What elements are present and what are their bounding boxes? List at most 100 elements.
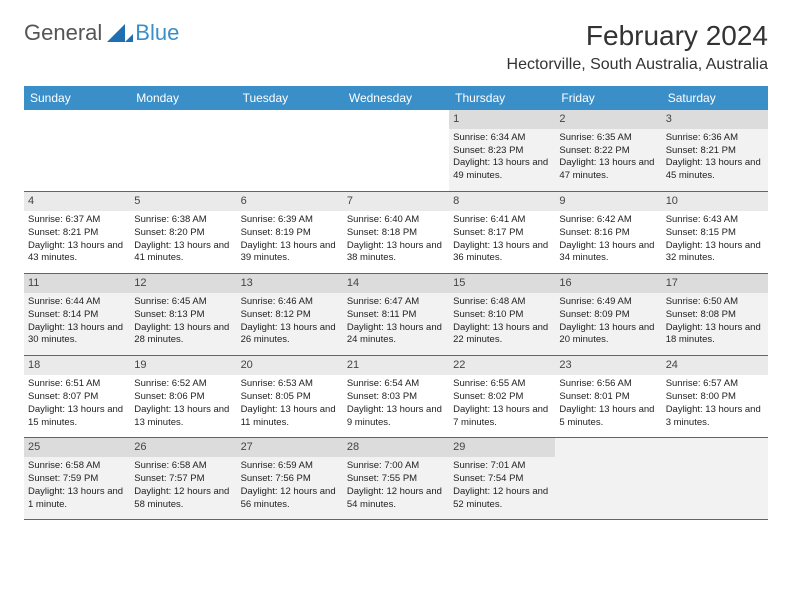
day-number: 3 xyxy=(662,110,768,129)
sunset-line: Sunset: 8:12 PM xyxy=(241,309,339,322)
day-number: 6 xyxy=(237,192,343,211)
daylight-line: Daylight: 13 hours and 24 minutes. xyxy=(347,322,445,348)
sunrise-line: Sunrise: 6:58 AM xyxy=(28,460,126,473)
week-row: 25Sunrise: 6:58 AMSunset: 7:59 PMDayligh… xyxy=(24,438,768,520)
day-cell: 23Sunrise: 6:56 AMSunset: 8:01 PMDayligh… xyxy=(555,356,661,438)
sunset-line: Sunset: 8:07 PM xyxy=(28,391,126,404)
daylight-line: Daylight: 12 hours and 52 minutes. xyxy=(453,486,551,512)
sunset-line: Sunset: 8:00 PM xyxy=(666,391,764,404)
sunset-line: Sunset: 8:10 PM xyxy=(453,309,551,322)
sunrise-line: Sunrise: 6:41 AM xyxy=(453,214,551,227)
daylight-line: Daylight: 13 hours and 49 minutes. xyxy=(453,157,551,183)
day-cell xyxy=(130,110,236,192)
sunrise-line: Sunrise: 6:57 AM xyxy=(666,378,764,391)
day-number: 20 xyxy=(237,356,343,375)
sunrise-line: Sunrise: 6:39 AM xyxy=(241,214,339,227)
logo-text-1: General xyxy=(24,20,102,46)
day-cell: 11Sunrise: 6:44 AMSunset: 8:14 PMDayligh… xyxy=(24,274,130,356)
day-cell: 28Sunrise: 7:00 AMSunset: 7:55 PMDayligh… xyxy=(343,438,449,520)
daylight-line: Daylight: 13 hours and 18 minutes. xyxy=(666,322,764,348)
day-number: 10 xyxy=(662,192,768,211)
col-friday: Friday xyxy=(555,86,661,110)
col-sunday: Sunday xyxy=(24,86,130,110)
day-cell: 17Sunrise: 6:50 AMSunset: 8:08 PMDayligh… xyxy=(662,274,768,356)
sunrise-line: Sunrise: 6:48 AM xyxy=(453,296,551,309)
day-number: 19 xyxy=(130,356,236,375)
sunset-line: Sunset: 8:09 PM xyxy=(559,309,657,322)
daylight-line: Daylight: 13 hours and 9 minutes. xyxy=(347,404,445,430)
week-row: 11Sunrise: 6:44 AMSunset: 8:14 PMDayligh… xyxy=(24,274,768,356)
day-cell xyxy=(662,438,768,520)
sunrise-line: Sunrise: 6:51 AM xyxy=(28,378,126,391)
sunset-line: Sunset: 8:03 PM xyxy=(347,391,445,404)
daylight-line: Daylight: 13 hours and 13 minutes. xyxy=(134,404,232,430)
day-cell: 25Sunrise: 6:58 AMSunset: 7:59 PMDayligh… xyxy=(24,438,130,520)
week-row: 4Sunrise: 6:37 AMSunset: 8:21 PMDaylight… xyxy=(24,192,768,274)
day-number: 25 xyxy=(24,438,130,457)
day-cell: 26Sunrise: 6:58 AMSunset: 7:57 PMDayligh… xyxy=(130,438,236,520)
daylight-line: Daylight: 13 hours and 41 minutes. xyxy=(134,240,232,266)
day-number: 7 xyxy=(343,192,449,211)
sunset-line: Sunset: 8:05 PM xyxy=(241,391,339,404)
day-number: 29 xyxy=(449,438,555,457)
sunrise-line: Sunrise: 6:55 AM xyxy=(453,378,551,391)
sunset-line: Sunset: 8:13 PM xyxy=(134,309,232,322)
day-cell: 3Sunrise: 6:36 AMSunset: 8:21 PMDaylight… xyxy=(662,110,768,192)
daylight-line: Daylight: 12 hours and 56 minutes. xyxy=(241,486,339,512)
sunrise-line: Sunrise: 6:34 AM xyxy=(453,132,551,145)
day-number: 4 xyxy=(24,192,130,211)
daylight-line: Daylight: 13 hours and 30 minutes. xyxy=(28,322,126,348)
sunset-line: Sunset: 8:22 PM xyxy=(559,145,657,158)
sunset-line: Sunset: 8:11 PM xyxy=(347,309,445,322)
daylight-line: Daylight: 13 hours and 7 minutes. xyxy=(453,404,551,430)
day-cell: 29Sunrise: 7:01 AMSunset: 7:54 PMDayligh… xyxy=(449,438,555,520)
sunrise-line: Sunrise: 6:38 AM xyxy=(134,214,232,227)
day-cell: 1Sunrise: 6:34 AMSunset: 8:23 PMDaylight… xyxy=(449,110,555,192)
sunrise-line: Sunrise: 6:59 AM xyxy=(241,460,339,473)
daylight-line: Daylight: 13 hours and 38 minutes. xyxy=(347,240,445,266)
sunset-line: Sunset: 8:01 PM xyxy=(559,391,657,404)
day-number: 16 xyxy=(555,274,661,293)
header: General Blue February 2024 Hectorville, … xyxy=(24,20,768,74)
sunset-line: Sunset: 8:06 PM xyxy=(134,391,232,404)
sunset-line: Sunset: 8:20 PM xyxy=(134,227,232,240)
sunrise-line: Sunrise: 6:53 AM xyxy=(241,378,339,391)
day-number: 17 xyxy=(662,274,768,293)
sunrise-line: Sunrise: 6:50 AM xyxy=(666,296,764,309)
daylight-line: Daylight: 13 hours and 1 minute. xyxy=(28,486,126,512)
sunset-line: Sunset: 8:21 PM xyxy=(28,227,126,240)
sunrise-line: Sunrise: 6:46 AM xyxy=(241,296,339,309)
day-cell: 21Sunrise: 6:54 AMSunset: 8:03 PMDayligh… xyxy=(343,356,449,438)
sunset-line: Sunset: 8:15 PM xyxy=(666,227,764,240)
title-block: February 2024 Hectorville, South Austral… xyxy=(507,20,768,74)
day-number: 14 xyxy=(343,274,449,293)
day-cell: 24Sunrise: 6:57 AMSunset: 8:00 PMDayligh… xyxy=(662,356,768,438)
sunset-line: Sunset: 8:19 PM xyxy=(241,227,339,240)
sunrise-line: Sunrise: 6:35 AM xyxy=(559,132,657,145)
daylight-line: Daylight: 13 hours and 36 minutes. xyxy=(453,240,551,266)
col-wednesday: Wednesday xyxy=(343,86,449,110)
col-tuesday: Tuesday xyxy=(237,86,343,110)
day-cell: 16Sunrise: 6:49 AMSunset: 8:09 PMDayligh… xyxy=(555,274,661,356)
day-cell: 4Sunrise: 6:37 AMSunset: 8:21 PMDaylight… xyxy=(24,192,130,274)
sunset-line: Sunset: 8:17 PM xyxy=(453,227,551,240)
day-cell: 5Sunrise: 6:38 AMSunset: 8:20 PMDaylight… xyxy=(130,192,236,274)
daylight-line: Daylight: 13 hours and 3 minutes. xyxy=(666,404,764,430)
day-number: 28 xyxy=(343,438,449,457)
day-number: 1 xyxy=(449,110,555,129)
sunrise-line: Sunrise: 6:58 AM xyxy=(134,460,232,473)
day-number: 2 xyxy=(555,110,661,129)
day-number: 22 xyxy=(449,356,555,375)
sunset-line: Sunset: 8:18 PM xyxy=(347,227,445,240)
day-number: 12 xyxy=(130,274,236,293)
sunset-line: Sunset: 8:16 PM xyxy=(559,227,657,240)
day-cell: 8Sunrise: 6:41 AMSunset: 8:17 PMDaylight… xyxy=(449,192,555,274)
sunset-line: Sunset: 7:56 PM xyxy=(241,473,339,486)
triangle-icon xyxy=(107,24,133,42)
day-cell xyxy=(343,110,449,192)
calendar-body: 1Sunrise: 6:34 AMSunset: 8:23 PMDaylight… xyxy=(24,110,768,520)
day-cell: 6Sunrise: 6:39 AMSunset: 8:19 PMDaylight… xyxy=(237,192,343,274)
day-number: 15 xyxy=(449,274,555,293)
sunset-line: Sunset: 8:21 PM xyxy=(666,145,764,158)
location: Hectorville, South Australia, Australia xyxy=(507,56,768,74)
